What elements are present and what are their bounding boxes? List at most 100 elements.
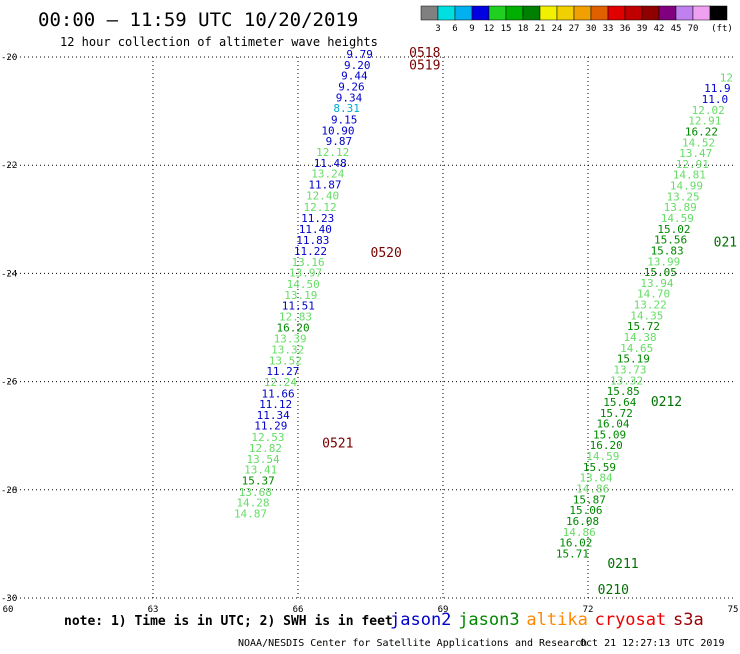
- x-tick-label: 75: [728, 605, 739, 615]
- swh-value: 14.86: [576, 483, 609, 496]
- pass-time-label: 0518: [409, 46, 440, 61]
- swh-value: 12.53: [251, 431, 284, 444]
- colorbar-label: 3: [435, 24, 440, 34]
- swh-value: 15.02: [657, 223, 690, 236]
- timestamp-text: Oct 21 12:27:13 UTC 2019: [580, 638, 725, 649]
- colorbar-swatch: [471, 5, 490, 21]
- swh-value: 13.68: [239, 486, 272, 499]
- swh-value: 11.40: [299, 223, 332, 236]
- swh-value: 13.47: [679, 147, 712, 160]
- y-tick-label: -30: [1, 594, 17, 604]
- swh-value: 13.73: [613, 363, 646, 376]
- swh-value: 13.32: [271, 343, 304, 356]
- swh-value: 9.44: [341, 70, 368, 83]
- x-tick-label: 66: [293, 605, 304, 615]
- colorbar-swatch: [420, 5, 439, 21]
- swh-value: 13.41: [244, 464, 277, 477]
- colorbar-swatch: [675, 5, 694, 21]
- swh-value: 13.32: [610, 374, 643, 387]
- swh-value: 11.66: [261, 387, 294, 400]
- swh-value: 9.15: [331, 114, 358, 127]
- note-text: note: 1) Time is in UTC; 2) SWH is in fe…: [64, 614, 393, 629]
- mission-label: jason2: [390, 610, 451, 630]
- colorbar-label: 45: [671, 24, 682, 34]
- swh-value: 13.19: [284, 289, 317, 302]
- swh-value: 10.90: [321, 124, 354, 137]
- y-tick-label: -22: [1, 161, 17, 171]
- colorbar-swatch: [590, 5, 609, 21]
- swh-value: 16.02: [559, 537, 592, 550]
- pass-time-label: 0520: [371, 246, 402, 261]
- swh-value: 12.40: [306, 189, 339, 202]
- swh-value: 13.94: [640, 277, 673, 290]
- swh-value: 11.29: [254, 420, 287, 433]
- swh-value: 13.16: [291, 256, 324, 269]
- x-tick-label: 72: [583, 605, 594, 615]
- x-tick-label: 69: [438, 605, 449, 615]
- axis-tick-labels: 60 63 66 69 72 75 -20 -22 -24 -26 -28 -30: [1, 53, 738, 615]
- swh-value: 14.81: [673, 169, 706, 182]
- swh-value: 15.71: [556, 547, 589, 560]
- swh-value: 14.65: [620, 342, 653, 355]
- y-tick-label: -28: [1, 486, 17, 496]
- swh-value: 15.56: [654, 234, 687, 247]
- swh-value: 14.50: [287, 278, 320, 291]
- swh-value: 11.34: [257, 409, 290, 422]
- swh-value: 12.91: [688, 115, 721, 128]
- colorbar-swatch: [607, 5, 626, 21]
- swh-value: 16.20: [276, 321, 309, 334]
- swh-value: 14.70: [637, 288, 670, 301]
- colorbar-label: 21: [535, 24, 546, 34]
- swh-value: 16.04: [596, 418, 629, 431]
- swh-value: 8.31: [333, 102, 360, 115]
- colorbar-swatch: [573, 5, 592, 21]
- swh-value: 11.0: [702, 93, 729, 106]
- swh-value: 11.22: [294, 245, 327, 258]
- swh-value: 9.79: [346, 48, 373, 61]
- chart-subtitle: 12 hour collection of altimeter wave hei…: [60, 35, 378, 49]
- colorbar-swatch: [709, 5, 728, 21]
- swh-value: 14.52: [682, 136, 715, 149]
- swh-value: 9.34: [336, 91, 363, 104]
- swh-value: 15.64: [603, 396, 636, 409]
- mission-legend: jason2 jason3 altika cryosat s3a: [390, 610, 704, 630]
- swh-value: 14.59: [661, 212, 694, 225]
- swh-value: 16.20: [590, 439, 623, 452]
- colorbar-swatch: [522, 5, 541, 21]
- swh-value: 15.72: [627, 320, 660, 333]
- swh-value: 13.24: [311, 168, 344, 181]
- swh-value: 13.54: [247, 453, 280, 466]
- colorbar-legend: 3 6 9 12 15 18 21 24 27 30 33 36 39 42 45 70 (ft): [420, 5, 733, 34]
- swh-value: 15.85: [607, 385, 640, 398]
- swh-value: 12.83: [279, 310, 312, 323]
- swh-value: 15.83: [651, 244, 684, 257]
- mission-label: cryosat: [595, 610, 667, 630]
- colorbar-unit: (ft): [711, 24, 733, 34]
- colorbar-swatch: [624, 5, 643, 21]
- colorbar-label: 9: [469, 24, 474, 34]
- swh-value: 9.87: [326, 135, 353, 148]
- y-tick-label: -24: [1, 269, 17, 279]
- credit-text: NOAA/NESDIS Center for Satellite Applica…: [238, 638, 587, 649]
- swh-value: 12.12: [304, 201, 337, 214]
- swh-value: 15.87: [573, 493, 606, 506]
- colorbar-label: 27: [569, 24, 580, 34]
- swh-value: 12.82: [249, 442, 282, 455]
- swh-value: 11.87: [308, 178, 341, 191]
- swh-value: 13.97: [289, 267, 322, 280]
- swh-value: 11.51: [282, 300, 315, 313]
- swh-value: 12: [720, 71, 733, 84]
- colorbar-label: 24: [552, 24, 563, 34]
- swh-value: 14.99: [670, 180, 703, 193]
- colorbar-label: 12: [484, 24, 495, 34]
- swh-value: 14.38: [624, 331, 657, 344]
- colorbar-label: 42: [654, 24, 665, 34]
- swh-value: 14.28: [236, 497, 269, 510]
- swh-points: 9.799.209.449.269.348.319.1510.909.8712.…: [234, 48, 733, 560]
- colorbar-swatch: [437, 5, 456, 21]
- swh-value: 11.23: [301, 212, 334, 225]
- swh-value: 15.59: [583, 461, 616, 474]
- colorbar-label: 70: [688, 24, 699, 34]
